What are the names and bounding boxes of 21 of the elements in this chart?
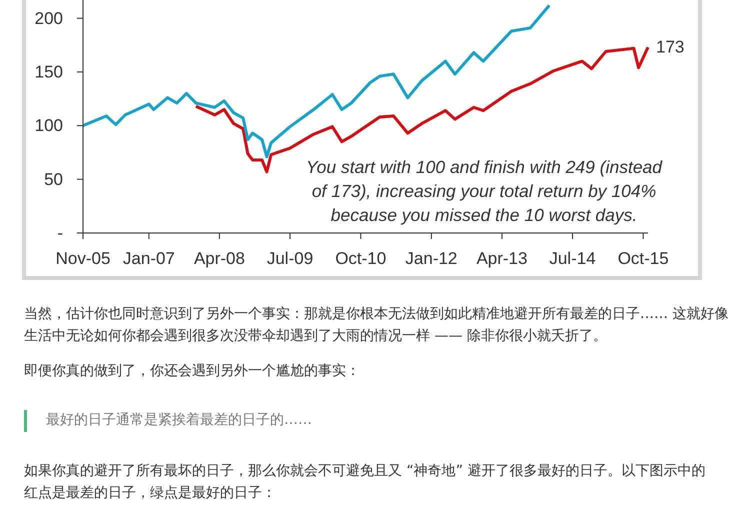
x-tick-label: Jul-09 [266,249,314,268]
annotation: You start with 100 and finish with 249 (instead of 173), increasing your total return by 104% because you missed the 10 worst days. [306,157,664,225]
y-tick-label: 50 [44,170,63,189]
y-tick-label: - [57,224,63,242]
text: 最好的日子通常是紧挨着最差的日子的…… [46,412,312,428]
y-tick-label: 200 [34,8,63,28]
x-tick-label: Jul-14 [549,249,596,268]
y-tick-label: 100 [34,116,63,136]
text: 当然，估计你也同时意识到了另外一个事实：那就是你根本无法做到如此精准地避开所有最差的日子…… 这就好像生活中无论如何你都会遇到很多次没带伞却遇到了大雨的情况一样 —— 除非你很小就夭折了。 [24,306,728,344]
y-tick-label: 150 [34,62,63,82]
text: 如果你真的避开了所有最坏的日子，那么你就会不可避免且又 “神奇地” 避开了很多最好的日子。以下图示中的红点是最差的日子，绿点是最好的日子： [24,463,706,501]
line-series [83,4,551,158]
x-tick-label: Apr-08 [194,249,245,268]
x-tick-label: Jan-12 [405,249,458,268]
text: 即便你真的做到了，你还会遇到另外一个尴尬的事实： [24,363,360,379]
x-tick-label: Oct-15 [618,249,669,268]
x-tick-label: Oct-10 [335,249,386,268]
x-tick-label: Apr-13 [476,249,528,268]
x-tick-label: Jan-07 [122,249,175,268]
annotation: 173 [656,38,684,57]
x-tick-label: Nov-05 [56,249,110,268]
